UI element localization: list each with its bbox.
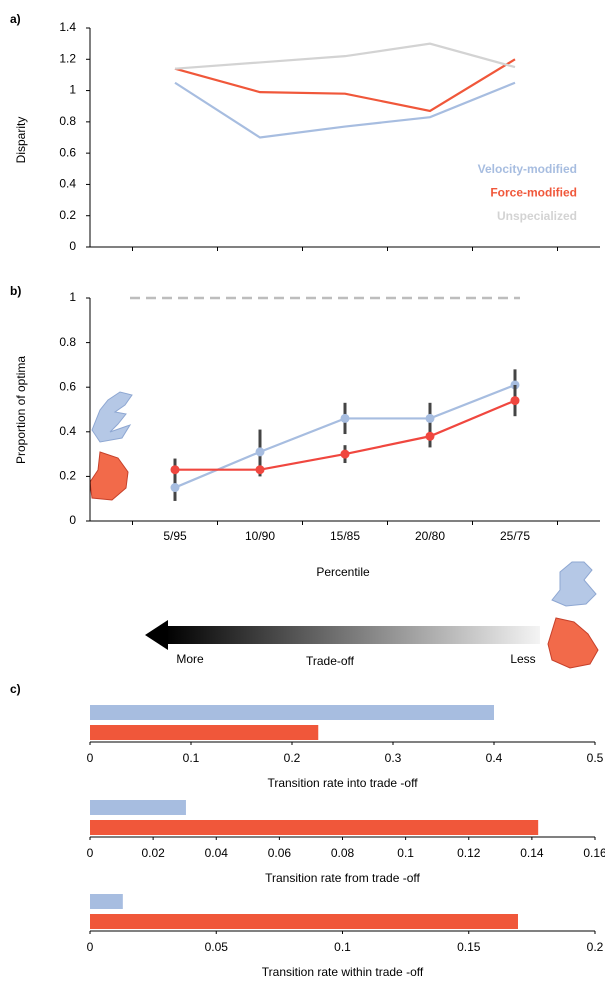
point — [341, 414, 350, 423]
arrow-label: Trade-off — [306, 654, 355, 668]
bar — [90, 800, 186, 815]
x-axis-label: Transition rate from trade -off — [265, 871, 420, 885]
arrow-label: More — [176, 652, 204, 666]
y-axis-label: Disparity — [14, 117, 28, 164]
y-tick-label: 0.8 — [59, 114, 76, 128]
trade-off-arrow — [145, 620, 540, 650]
point — [426, 432, 435, 441]
bar — [90, 820, 538, 835]
x-tick-label: 0 — [87, 846, 94, 860]
y-tick-label: 1.4 — [59, 20, 76, 34]
x-tick-label: 0.16 — [583, 846, 605, 860]
point — [256, 465, 265, 474]
point — [341, 450, 350, 459]
y-tick-label: 0.2 — [59, 469, 76, 483]
x-tick-label: 0.5 — [587, 751, 604, 765]
point — [171, 483, 180, 492]
x-axis-label: Percentile — [316, 565, 370, 579]
y-tick-label: 0.6 — [59, 379, 76, 393]
legend-entry: Force-modified — [490, 186, 577, 200]
y-tick-label: 0.2 — [59, 208, 76, 222]
x-tick-label: 5/95 — [163, 529, 187, 543]
x-tick-label: 0.14 — [520, 846, 544, 860]
y-tick-label: 0.4 — [59, 177, 76, 191]
x-tick-label: 20/80 — [415, 529, 445, 543]
legend-entry: Velocity-modified — [478, 162, 577, 176]
x-tick-label: 0.2 — [587, 940, 604, 954]
x-tick-label: 0.4 — [486, 751, 503, 765]
legend-entry: Unspecialized — [497, 209, 577, 223]
x-axis-label: Transition rate into trade -off — [267, 776, 418, 790]
panel-label: c) — [10, 682, 21, 696]
x-tick-label: 0.3 — [385, 751, 402, 765]
figure: 0 0.2 0.4 0.6 0.8 1 1.2 1.4 a) Disparity Velocity-… — [0, 0, 605, 984]
x-tick-label: 0.1 — [334, 940, 351, 954]
series-line — [175, 385, 515, 488]
x-tick-label: 0.04 — [205, 846, 229, 860]
bar — [90, 725, 318, 740]
y-tick-label: 0 — [69, 239, 76, 253]
x-tick-label: 0.1 — [183, 751, 200, 765]
series-line — [175, 44, 515, 69]
y-tick-label: 0.4 — [59, 424, 76, 438]
panel-label: b) — [10, 284, 21, 298]
y-tick-label: 1 — [69, 290, 76, 304]
x-tick-label: 0.05 — [205, 940, 229, 954]
x-tick-label: 0.2 — [284, 751, 301, 765]
point — [256, 447, 265, 456]
point — [426, 414, 435, 423]
y-tick-label: 0 — [69, 513, 76, 527]
y-axis-label: Proportion of optima — [14, 356, 28, 464]
bar — [90, 894, 123, 909]
arrow-label: Less — [510, 652, 535, 666]
bar — [90, 914, 518, 929]
x-tick-label: 0.02 — [141, 846, 165, 860]
y-tick-label: 1.2 — [59, 51, 76, 65]
x-tick-label: 0.08 — [331, 846, 355, 860]
x-tick-label: 0.1 — [397, 846, 414, 860]
x-tick-label: 15/85 — [330, 529, 360, 543]
x-tick-label: 25/75 — [500, 529, 530, 543]
x-tick-label: 0.12 — [457, 846, 481, 860]
x-tick-label: 0.15 — [457, 940, 481, 954]
point — [171, 465, 180, 474]
x-tick-label: 0 — [87, 940, 94, 954]
y-tick-label: 1 — [69, 83, 76, 97]
x-tick-label: 0 — [87, 751, 94, 765]
y-tick-label: 0.6 — [59, 145, 76, 159]
x-tick-label: 10/90 — [245, 529, 275, 543]
y-tick-label: 0.8 — [59, 335, 76, 349]
x-tick-label: 0.06 — [268, 846, 292, 860]
x-axis-label: Transition rate within trade -off — [262, 965, 424, 979]
panel-label: a) — [10, 12, 21, 26]
bar — [90, 705, 494, 720]
point — [511, 396, 520, 405]
